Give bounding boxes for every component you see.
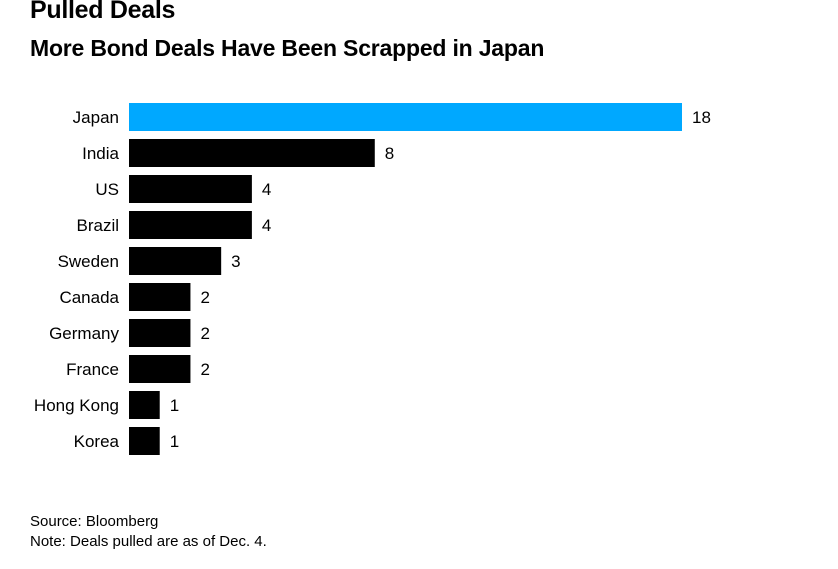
value-label-brazil: 4: [262, 216, 271, 235]
bar-us: [129, 175, 252, 203]
category-label-korea: Korea: [74, 432, 120, 451]
value-label-japan: 18: [692, 108, 711, 127]
bar-germany: [129, 319, 191, 347]
bar-korea: [129, 427, 160, 455]
value-label-korea: 1: [170, 432, 179, 451]
value-label-canada: 2: [200, 288, 209, 307]
category-label-brazil: Brazil: [76, 216, 119, 235]
category-label-germany: Germany: [49, 324, 119, 343]
bar-hong-kong: [129, 391, 160, 419]
value-label-france: 2: [200, 360, 209, 379]
value-label-sweden: 3: [231, 252, 240, 271]
bar-japan: [129, 103, 682, 131]
bar-sweden: [129, 247, 222, 275]
value-label-germany: 2: [200, 324, 209, 343]
bar-chart: Japan 18 India 8 US 4 Brazil 4 Sweden 3 Canada 2 Ger…: [34, 103, 711, 455]
category-label-sweden: Sweden: [58, 252, 119, 271]
value-label-india: 8: [385, 144, 394, 163]
bar-canada: [129, 283, 191, 311]
category-label-canada: Canada: [59, 288, 119, 307]
bar-india: [129, 139, 375, 167]
value-label-us: 4: [262, 180, 271, 199]
category-label-india: India: [82, 144, 119, 163]
chart-title: Pulled Deals: [30, 0, 176, 24]
category-label-us: US: [95, 180, 119, 199]
value-label-hong-kong: 1: [170, 396, 179, 415]
category-label-france: France: [66, 360, 119, 379]
category-label-japan: Japan: [73, 108, 119, 127]
bar-brazil: [129, 211, 252, 239]
footnote: Note: Deals pulled are as of Dec. 4.: [30, 533, 267, 550]
chart-subtitle: More Bond Deals Have Been Scrapped in Ja…: [30, 35, 545, 61]
source-note: Source: Bloomberg: [30, 513, 159, 530]
category-label-hong-kong: Hong Kong: [34, 396, 119, 415]
bar-france: [129, 355, 191, 383]
